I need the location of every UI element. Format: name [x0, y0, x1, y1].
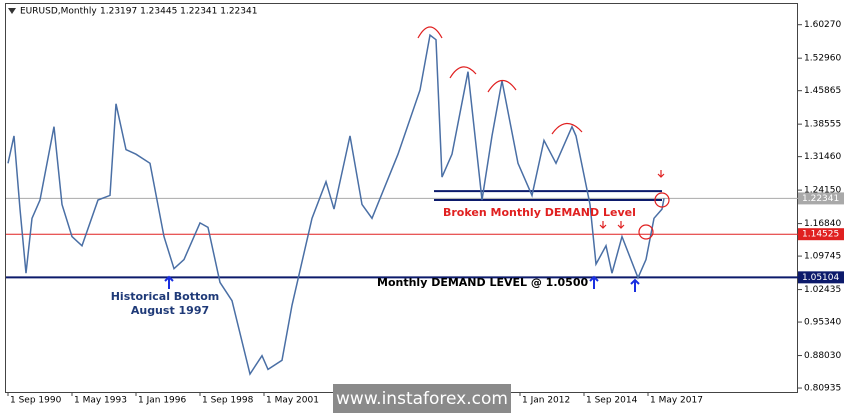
circle	[638, 224, 654, 240]
price-line	[7, 33, 665, 376]
top-arc	[417, 26, 443, 39]
level-label: 1.05104	[802, 273, 839, 283]
y-tick-label: 1.60270	[804, 20, 841, 30]
level-label: 1.22341	[802, 194, 839, 204]
arrow	[164, 275, 174, 289]
annotation: Monthly DEMAND LEVEL @ 1.0500	[377, 276, 588, 289]
y-tick-label: 1.24150	[804, 186, 841, 196]
x-tick-label: 1 Jan 2012	[522, 396, 570, 406]
y-tick-label: 1.52960	[804, 54, 841, 64]
y-tick-label: 1.16840	[804, 219, 841, 229]
watermark: www.instaforex.com	[336, 389, 508, 409]
x-tick-label: 1 May 2017	[650, 396, 703, 406]
top-arc	[449, 66, 477, 79]
x-tick-label: 1 May 2001	[266, 396, 319, 406]
x-tick-label: 1 May 1993	[74, 396, 127, 406]
y-tick-label: 0.88030	[804, 351, 841, 361]
red-arrows	[599, 170, 665, 229]
y-tick-label: 0.80935	[804, 384, 841, 394]
x-tick-label: 1 Jan 1996	[138, 396, 186, 406]
circle	[654, 192, 670, 208]
level-box	[798, 192, 844, 205]
y-tick-label: 1.09745	[804, 252, 841, 262]
y-tick-label: 1.38555	[804, 120, 841, 130]
arrow	[589, 275, 599, 289]
plot: 1.60270 1.52960 1.45865 1.38555 1.31460 1.241…	[6, 20, 844, 406]
y-tick-label: 1.31460	[804, 152, 841, 162]
annotation: Historical Bottom	[111, 290, 220, 303]
decorations	[417, 26, 670, 240]
level-label: 1.14525	[802, 230, 839, 240]
top-arc	[487, 79, 517, 93]
level-box	[798, 271, 844, 284]
x-tick-label: 1 Sep 1998	[202, 396, 254, 406]
ohlc-label: 1.23197 1.23445 1.22341 1.22341	[100, 7, 257, 17]
menu-icon	[8, 8, 16, 14]
watermark-box	[333, 384, 511, 413]
symbol-label: EURUSD,Monthly	[20, 7, 97, 17]
x-tick-label: 1 Sep 2014	[586, 396, 638, 406]
blue-arrows	[164, 275, 640, 292]
arrow	[630, 278, 640, 292]
top-arc	[551, 122, 583, 135]
x-tick-label: 1 Sep 1990	[10, 396, 62, 406]
annotation: Broken Monthly DEMAND Level	[443, 206, 636, 219]
y-tick-label: 0.95340	[804, 318, 841, 328]
annotation: August 1997	[131, 304, 209, 317]
y-tick-label: 1.45865	[804, 86, 841, 96]
y-tick-label: 1.02435	[804, 285, 841, 295]
level-box	[798, 228, 844, 241]
